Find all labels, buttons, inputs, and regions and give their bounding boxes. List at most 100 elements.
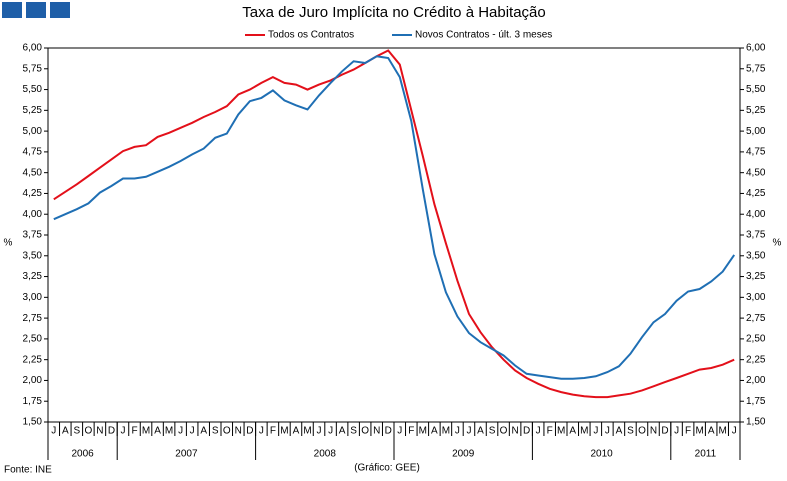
x-tick-label: J [51, 426, 56, 437]
y2-tick-label: 5,00 [746, 126, 766, 137]
x-tick-label: S [627, 426, 634, 437]
year-label: 2009 [452, 449, 475, 460]
x-tick-label: J [317, 426, 322, 437]
y2-tick-label: 3,75 [746, 230, 766, 241]
badge [26, 2, 46, 18]
x-tick-label: O [361, 426, 369, 437]
y2-tick-label: 3,25 [746, 271, 766, 282]
x-tick-label: M [142, 426, 150, 437]
y-tick-label: 4,75 [23, 147, 43, 158]
x-tick-label: A [200, 426, 207, 437]
year-label: 2008 [314, 449, 337, 460]
x-tick-label: J [120, 426, 125, 437]
x-tick-label: N [373, 426, 380, 437]
y-tick-label: 5,25 [23, 105, 43, 116]
y-tick-label: 3,75 [23, 230, 43, 241]
y-tick-label: 1,75 [23, 396, 43, 407]
x-tick-label: D [523, 426, 530, 437]
y2-tick-label: 3,00 [746, 292, 766, 303]
year-label: 2006 [71, 449, 94, 460]
y-tick-label: 2,25 [23, 354, 43, 365]
y-tick-label: 6,00 [23, 43, 43, 54]
x-tick-label: F [270, 426, 276, 437]
x-tick-label: M [165, 426, 173, 437]
x-tick-label: A [339, 426, 346, 437]
x-tick-label: J [190, 426, 195, 437]
x-tick-label: S [73, 426, 80, 437]
x-tick-label: F [408, 426, 414, 437]
year-label: 2011 [695, 449, 717, 460]
x-tick-label: J [605, 426, 610, 437]
plot-frame [47, 47, 741, 423]
y-tick-label: 1,50 [23, 417, 43, 428]
y-tick-label: 5,75 [23, 63, 43, 74]
x-tick-label: J [536, 426, 541, 437]
x-tick-label: J [178, 426, 183, 437]
x-tick-label: N [235, 426, 242, 437]
x-tick-label: S [350, 426, 357, 437]
chart-title: Taxa de Juro Implícita no Crédito à Habi… [242, 4, 546, 21]
y2-tick-label: 4,50 [746, 167, 766, 178]
x-tick-label: M [557, 426, 565, 437]
y2-tick-label: 2,25 [746, 354, 766, 365]
y2-tick-label: 1,75 [746, 396, 766, 407]
x-tick-label: J [328, 426, 333, 437]
x-tick-label: A [569, 426, 576, 437]
y-tick-label: 5,00 [23, 126, 43, 137]
x-tick-label: J [397, 426, 402, 437]
x-tick-label: D [108, 426, 115, 437]
y2-tick-label: 2,00 [746, 375, 766, 386]
x-tick-label: F [547, 426, 553, 437]
x-tick-label: A [293, 426, 300, 437]
y-tick-label: 3,50 [23, 250, 43, 261]
x-tick-label: A [616, 426, 623, 437]
x-tick-label: M [303, 426, 311, 437]
y-tick-label: 5,50 [23, 84, 43, 95]
x-tick-label: N [96, 426, 103, 437]
y2-tick-label: 6,00 [746, 43, 766, 54]
x-tick-label: S [489, 426, 496, 437]
y-tick-label: 3,00 [23, 292, 43, 303]
x-tick-label: N [650, 426, 657, 437]
x-tick-label: M [719, 426, 727, 437]
year-label: 2007 [175, 449, 198, 460]
x-tick-label: M [419, 426, 427, 437]
source: Fonte: INE [4, 465, 52, 476]
y2-tick-label: 1,50 [746, 417, 766, 428]
y2-tick-label: 2,75 [746, 313, 766, 324]
y-tick-label: 4,25 [23, 188, 43, 199]
x-tick-label: O [638, 426, 646, 437]
x-tick-label: O [84, 426, 92, 437]
x-tick-label: M [695, 426, 703, 437]
x-tick-label: A [154, 426, 161, 437]
x-tick-label: D [661, 426, 668, 437]
legend-label: Novos Contratos - últ. 3 meses [415, 30, 552, 41]
x-tick-label: D [385, 426, 392, 437]
x-tick-label: J [466, 426, 471, 437]
x-tick-label: J [259, 426, 264, 437]
y-axis-label: % [4, 238, 13, 249]
series-line [53, 49, 735, 399]
x-tick-label: J [593, 426, 598, 437]
legend-label: Todos os Contratos [268, 30, 354, 41]
x-tick-label: D [246, 426, 253, 437]
y2-tick-label: 5,50 [746, 84, 766, 95]
badge [50, 2, 70, 18]
y2-tick-label: 2,50 [746, 334, 766, 345]
y2-tick-label: 5,25 [746, 105, 766, 116]
y2-tick-label: 4,75 [746, 147, 766, 158]
y-tick-label: 4,00 [23, 209, 43, 220]
y-tick-label: 4,50 [23, 167, 43, 178]
x-tick-label: N [511, 426, 518, 437]
y2-tick-label: 5,75 [746, 63, 766, 74]
year-label: 2010 [590, 449, 613, 460]
y-tick-label: 2,00 [23, 375, 43, 386]
x-tick-label: O [223, 426, 231, 437]
y-tick-label: 2,50 [23, 334, 43, 345]
y-tick-label: 3,25 [23, 271, 43, 282]
x-tick-label: S [212, 426, 219, 437]
x-tick-label: A [477, 426, 484, 437]
x-tick-label: F [131, 426, 137, 437]
y2-axis-label: % [773, 238, 782, 249]
